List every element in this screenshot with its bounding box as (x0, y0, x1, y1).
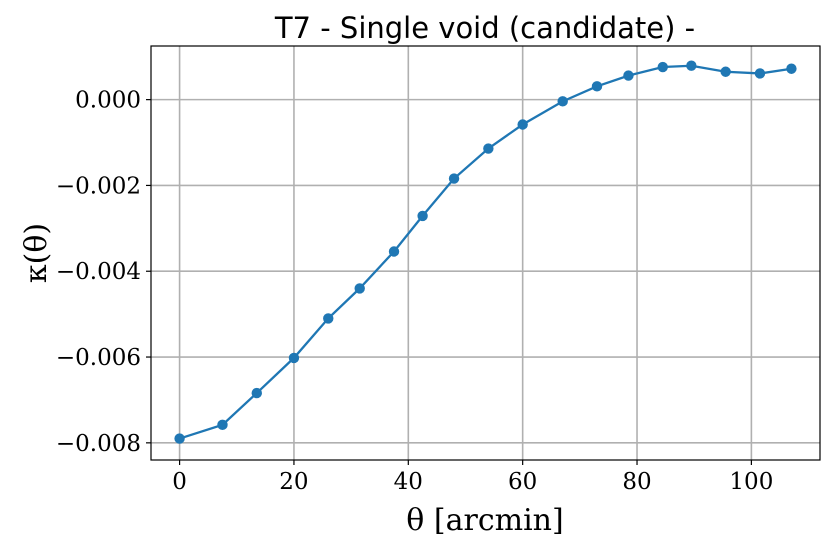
data-point (251, 387, 262, 399)
data-point (786, 63, 797, 74)
x-tick-label: 80 (622, 469, 651, 495)
y-tick-label: −0.004 (56, 259, 141, 285)
chart-title: T7 - Single void (candidate) - (274, 11, 695, 45)
x-axis-label: θ [arcmin] (406, 503, 563, 538)
y-tick-label: −0.008 (56, 431, 141, 457)
data-point (483, 143, 494, 154)
data-points (174, 60, 797, 444)
x-tick-label: 100 (729, 469, 773, 495)
data-point (388, 246, 400, 257)
data-point (754, 68, 766, 79)
y-axis-label: κ(θ) (19, 223, 54, 283)
x-tick-label: 40 (394, 469, 423, 495)
data-point (623, 70, 634, 81)
x-tick-label: 0 (172, 469, 187, 495)
grid-lines (151, 46, 820, 460)
y-tick-label: −0.002 (56, 173, 141, 199)
data-point (720, 66, 731, 77)
axis-ticks: 0 20 40 60 80 100 0.000 −0.002 −0.004 −0.006 −0.00… (56, 88, 773, 495)
data-point (448, 173, 460, 184)
data-point (417, 210, 428, 222)
data-point (217, 419, 228, 431)
plot-frame (150, 45, 821, 461)
data-point (288, 352, 300, 364)
x-tick-label: 60 (508, 469, 537, 495)
data-point (174, 433, 185, 444)
series-polyline (179, 64, 792, 440)
x-tick-label: 20 (279, 469, 308, 495)
data-point (686, 60, 697, 71)
data-point (517, 119, 528, 130)
y-tick-label: 0.000 (75, 88, 141, 114)
data-point (354, 283, 365, 294)
y-tick-label: −0.006 (56, 345, 141, 371)
data-point (591, 81, 603, 92)
data-point (657, 61, 668, 73)
series-line (179, 64, 792, 440)
data-point (557, 96, 568, 107)
data-point (323, 313, 334, 324)
